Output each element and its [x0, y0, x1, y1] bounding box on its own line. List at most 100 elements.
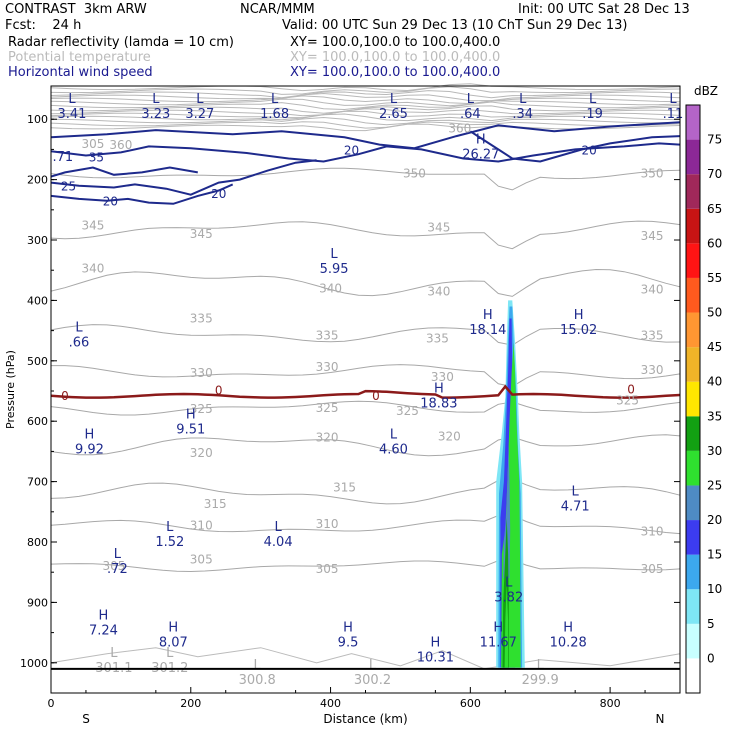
theta-label: 340: [319, 281, 342, 295]
extremum-type: L: [330, 247, 338, 262]
y-axis-title: Pressure (hPa): [4, 350, 17, 429]
extremum-value: 9.51: [176, 422, 205, 437]
y-tick-label: 900: [27, 596, 48, 609]
x-tick-label: 0: [48, 697, 55, 710]
theta-label: 325: [190, 402, 213, 416]
extremum-value: 10.28: [550, 636, 587, 651]
wind-contour: [469, 130, 681, 163]
plot-background: [51, 86, 680, 693]
extremum-type: L: [271, 92, 279, 107]
extremum-type: H: [563, 621, 573, 636]
experiment-title: CONTRAST 3km ARW: [5, 2, 147, 17]
extremum-type: H: [493, 621, 503, 636]
theta-label: 305: [641, 562, 664, 576]
colorbar-swatch: [686, 347, 700, 382]
theta-strat-line: [50, 98, 681, 107]
x-axis-right-label: N: [656, 712, 665, 726]
colorbar-label: 20: [707, 513, 722, 527]
extremum-type: L: [166, 646, 174, 661]
theta-strat-line: [50, 116, 681, 126]
extremum-value: 300.2: [354, 673, 391, 688]
x-tick-label: 400: [320, 697, 341, 710]
init-time: Init: 00 UTC Sat 28 Dec 13: [518, 2, 690, 17]
extremum-type: L: [669, 92, 677, 107]
theta-label: 330: [316, 360, 339, 374]
colorbar-swatch: [686, 208, 700, 244]
y-tick-label: 200: [27, 174, 48, 187]
extremum-value: .66: [69, 335, 90, 350]
extremum-type: L: [68, 92, 76, 107]
extremum-type: L: [589, 92, 597, 107]
extremum-value: 4.71: [561, 500, 590, 515]
extremum-value: 3.41: [57, 107, 86, 122]
extremum-type: H: [483, 308, 493, 323]
y-tick-label: 700: [27, 476, 48, 489]
theta-label: 345: [81, 219, 104, 233]
theta-label: 325: [316, 401, 339, 415]
extremum-value: 4.04: [264, 535, 293, 550]
extremum-type: L: [467, 92, 475, 107]
field-reflectivity-name: Radar reflectivity (lamda = 10 cm): [8, 35, 234, 50]
theta-contour-325: [50, 400, 681, 416]
theta-label: 305: [316, 562, 339, 576]
colorbar-swatch: [686, 589, 700, 624]
theta-contour-350: [50, 167, 681, 191]
plot-area: [51, 86, 680, 693]
colorbar-units: dBZ: [694, 84, 718, 98]
extremum-type: L: [254, 658, 262, 673]
wind-label: 35: [89, 150, 104, 164]
extremum-type: L: [369, 658, 377, 673]
extremum-value: 8.07: [159, 636, 188, 651]
theta-strat-line: [50, 90, 681, 99]
x-tick-label: 800: [600, 697, 621, 710]
theta-contour-330: [51, 364, 681, 388]
extremum-type: L: [537, 658, 545, 673]
theta-surface-contour: [50, 647, 681, 670]
extremum-type: L: [390, 92, 398, 107]
theta-contour-310: [50, 514, 681, 535]
theta-label: 345: [641, 229, 664, 243]
extremum-value: .72: [107, 562, 128, 577]
theta-label: 340: [641, 283, 664, 297]
theta-label: 310: [190, 519, 213, 533]
extremum-value: 18.14: [469, 323, 506, 338]
colorbar-swatch: [686, 277, 700, 313]
extremum-type: L: [390, 427, 398, 442]
extremum-value: .34: [512, 107, 533, 122]
colorbar-label: 0: [707, 651, 715, 665]
extremum-type: H: [574, 308, 584, 323]
colorbar-label: 35: [707, 409, 722, 423]
theta-label: 305: [81, 137, 104, 151]
y-tick-label: 800: [27, 536, 48, 549]
theta-strat-line: [50, 83, 681, 92]
theta-strat-line: [50, 113, 681, 122]
wind-label: 20: [103, 194, 118, 208]
wind-label: 20: [211, 187, 226, 201]
extremum-value: 9.5: [338, 636, 359, 651]
colorbar-swatch: [686, 139, 700, 175]
colorbar-label: 40: [707, 375, 722, 389]
extremum-type: L: [572, 485, 580, 500]
theta-label: 305: [190, 553, 213, 567]
colorbar-swatch: [686, 105, 700, 140]
extremum-value: 3.27: [185, 107, 214, 122]
theta-strat-line: [50, 110, 681, 119]
theta-label: 350: [403, 167, 426, 181]
theta-label: 335: [190, 312, 213, 326]
theta-contour-320: [50, 434, 681, 457]
reflectivity-band: [504, 584, 509, 668]
extremum-type: L: [152, 92, 160, 107]
y-tick-label: 1000: [20, 657, 48, 670]
extremum-type: H: [343, 621, 353, 636]
y-tick-label: 400: [27, 294, 48, 307]
wind-label: 20: [344, 144, 359, 158]
theta-contours: [50, 83, 681, 670]
theta-label: 345: [427, 220, 450, 234]
extremum-value: 18.83: [420, 396, 457, 411]
theta-contour-345: [50, 220, 681, 250]
y-tick-label: 100: [27, 113, 48, 126]
colorbar-swatch: [686, 312, 700, 348]
extremum-value: 2.65: [379, 107, 408, 122]
extremum-type: H: [99, 609, 109, 624]
theta-strat-line: [50, 92, 681, 102]
